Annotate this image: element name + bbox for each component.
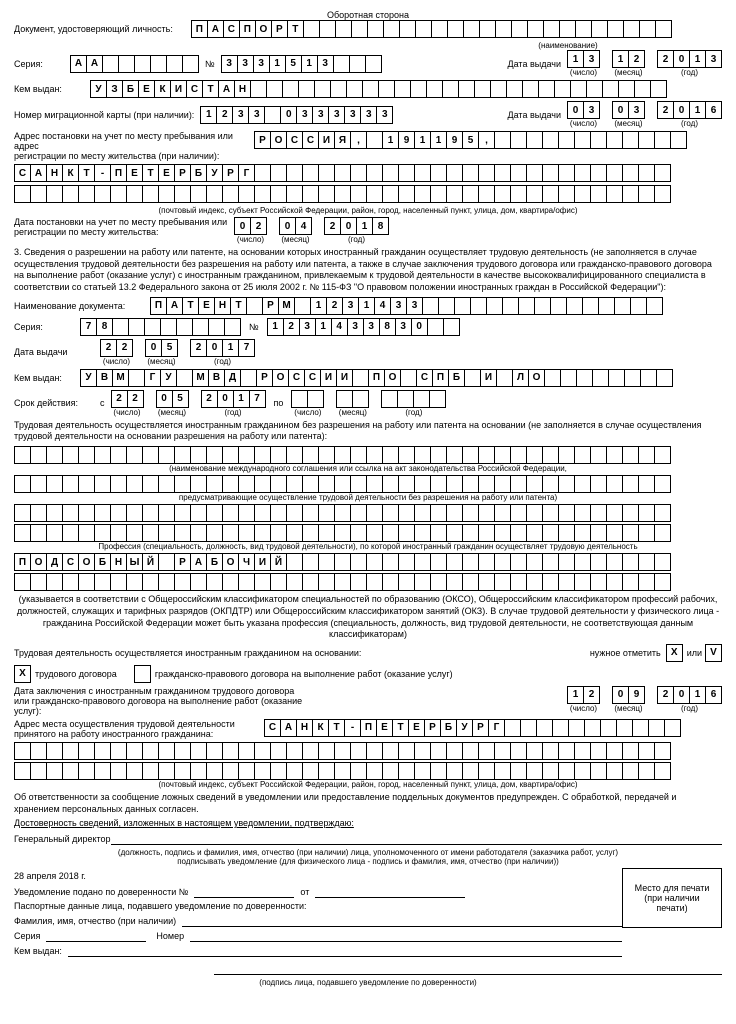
migr-cells: 1233 0333333 bbox=[200, 106, 393, 124]
proxy-label: Уведомление подано по доверенности № bbox=[14, 887, 188, 897]
basis-sub2: предусматривающие осуществление трудовой… bbox=[14, 493, 722, 502]
migr-label: Номер миграционной карты (при наличии): bbox=[14, 110, 194, 120]
sf-label: Серия bbox=[14, 931, 40, 941]
contract-date: 12(число)09(месяц)2016(год) bbox=[567, 686, 722, 713]
addr3-cells bbox=[14, 185, 671, 203]
pseries-label: Серия: bbox=[14, 322, 74, 332]
prof-cells: ПОДСОБНЫЙ РАБОЧИЙ bbox=[14, 553, 722, 571]
docname-cells: ПАТЕНТ РМ 1231433 bbox=[150, 297, 663, 315]
migr-date: 03(число)03(месяц)2016(год) bbox=[567, 101, 722, 128]
mark-label: нужное отметить bbox=[590, 648, 661, 658]
basis-text: Трудовая деятельность осуществляется ино… bbox=[14, 420, 722, 443]
wp-cells3 bbox=[14, 762, 722, 780]
check1[interactable]: X bbox=[14, 665, 31, 683]
pissued-cells: УВМ ГУ МВД РОССИИ ПО СПБ И ЛО bbox=[80, 369, 673, 387]
num-cells: 3331513 bbox=[221, 55, 382, 73]
issued-label: Кем выдан: bbox=[14, 84, 84, 94]
prof-note: (указывается в соответствии с Общероссий… bbox=[14, 594, 722, 641]
confirm: Достоверность сведений, изложенных в нас… bbox=[14, 818, 722, 830]
act-label: Трудовая деятельность осуществляется ино… bbox=[14, 648, 361, 658]
prof-cells2 bbox=[14, 573, 722, 591]
pseries-cells: 78 bbox=[80, 318, 241, 336]
cd-l2: или гражданско-правового договора на вып… bbox=[14, 696, 328, 716]
basis-sub1: (наименование международного соглашения … bbox=[14, 464, 722, 473]
wp-cells2 bbox=[14, 742, 722, 760]
fio-label: Фамилия, имя, отчество (при наличии) bbox=[14, 916, 176, 926]
if-label: Кем выдан: bbox=[14, 946, 62, 956]
c2-label: гражданско-правового договора на выполне… bbox=[155, 669, 453, 679]
wp-l1: Адрес места осуществления трудовой деяте… bbox=[14, 719, 258, 729]
nf-label: Номер bbox=[156, 931, 184, 941]
to: по bbox=[274, 398, 284, 408]
basis-row1 bbox=[14, 446, 722, 464]
doc-cells: ПАСПОРТ bbox=[191, 20, 672, 38]
num-label: № bbox=[205, 59, 215, 69]
pat-date: 22(число)05(месяц)2017(год) bbox=[100, 339, 255, 366]
series-label: Серия: bbox=[14, 59, 64, 69]
pdate-label: Дата выдачи bbox=[14, 347, 94, 357]
basis-row4 bbox=[14, 524, 722, 542]
prof-sub: Профессия (специальность, должность, вид… bbox=[14, 542, 722, 551]
dir-sub1: (должность, подпись и фамилия, имя, отче… bbox=[14, 848, 722, 857]
series-cells: АА bbox=[70, 55, 199, 73]
basis-row2 bbox=[14, 475, 722, 493]
valid-label: Срок действия: bbox=[14, 398, 94, 408]
wp-l2: принятого на работу иностранного граждан… bbox=[14, 729, 258, 739]
doc-sub: (наименование) bbox=[414, 41, 722, 50]
cd-l1: Дата заключения с иностранным гражданино… bbox=[14, 686, 328, 696]
header: Оборотная сторона bbox=[14, 10, 722, 20]
reg-l2: регистрации по месту жительства: bbox=[14, 227, 228, 237]
sign-sub: (подпись лица, подавшего уведомление по … bbox=[14, 978, 722, 987]
pnum-label: № bbox=[249, 322, 259, 332]
addr-sub: (почтовый индекс, субъект Российской Фед… bbox=[14, 206, 722, 215]
pp-label: Паспортные данные лица, подавшего уведом… bbox=[14, 901, 622, 913]
pissued-label: Кем выдан: bbox=[14, 373, 74, 383]
migr-date-label: Дата выдачи bbox=[508, 110, 561, 120]
date-label: Дата выдачи bbox=[508, 59, 561, 69]
date-footer: 28 апреля 2018 г. bbox=[14, 871, 622, 883]
valid-from: 22(число)05(месяц)2017(год) bbox=[111, 390, 266, 417]
docname-label: Наименование документа: bbox=[14, 301, 144, 311]
pnum-cells: 1231433830 bbox=[267, 318, 460, 336]
wp-cells: САНКТ-ПЕТЕРБУРГ bbox=[264, 719, 681, 737]
issue-date: 13(число)12(месяц)2013(год) bbox=[567, 50, 722, 77]
doc-label: Документ, удостоверяющий личность: bbox=[14, 24, 173, 34]
x-cell: X bbox=[666, 644, 683, 662]
dir-sub2: подписывать уведомление (для физического… bbox=[14, 857, 722, 866]
director: Генеральный директор bbox=[14, 834, 111, 844]
v-cell: V bbox=[705, 644, 722, 662]
addr-l1: Адрес постановки на учет по месту пребыв… bbox=[14, 131, 248, 151]
addr2-cells: САНКТ-ПЕТЕРБУРГ bbox=[14, 164, 671, 182]
addr-l2: регистрации по месту жительства (при нал… bbox=[14, 151, 248, 161]
or: или bbox=[687, 648, 702, 658]
check2[interactable] bbox=[134, 665, 151, 683]
c1-label: трудового договора bbox=[35, 669, 117, 679]
issued-cells: УЗБЕКИСТАН bbox=[90, 80, 667, 98]
basis-row3 bbox=[14, 504, 722, 522]
resp: Об ответственности за сообщение ложных с… bbox=[14, 792, 722, 815]
addr1-cells: РОССИЯ, 191195, bbox=[254, 131, 687, 149]
wp-sub: (почтовый индекс, субъект Российской Фед… bbox=[14, 780, 722, 789]
from-label: от bbox=[300, 887, 309, 897]
seal: Место для печати (при наличии печати) bbox=[622, 868, 722, 928]
reg-l1: Дата постановки на учет по месту пребыва… bbox=[14, 217, 228, 227]
section3: 3. Сведения о разрешении на работу или п… bbox=[14, 247, 722, 294]
reg-date: 02(число)04(месяц)2018(год) bbox=[234, 217, 389, 244]
from: с bbox=[100, 398, 105, 408]
valid-to: (число)(месяц)(год) bbox=[291, 390, 446, 417]
